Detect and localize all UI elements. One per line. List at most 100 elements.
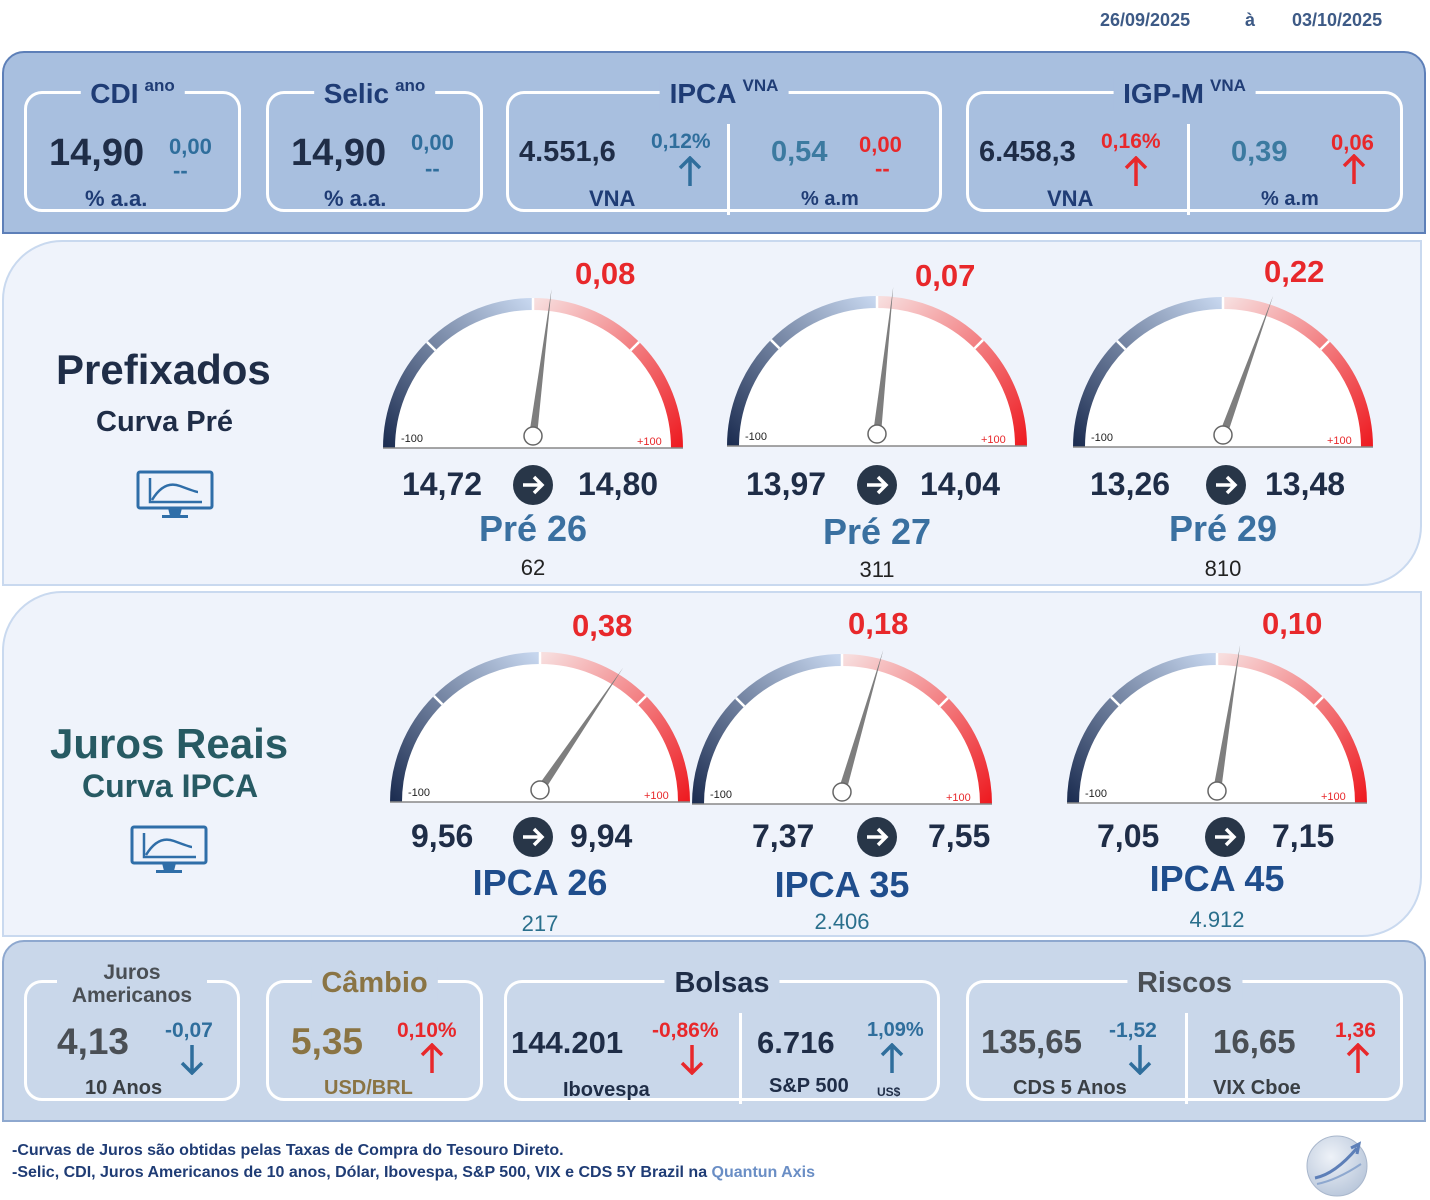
logo-icon bbox=[1306, 1135, 1368, 1197]
gauge-dial: -100 +100 bbox=[692, 649, 992, 805]
bond-name: IPCA 26 bbox=[472, 862, 608, 903]
svg-text:+100: +100 bbox=[637, 436, 662, 448]
ibovespa-value: 144.201 bbox=[511, 1025, 624, 1060]
cdi-title: CDI ano bbox=[80, 76, 185, 110]
sp500-label: S&P 500 bbox=[769, 1075, 849, 1097]
svg-text:-100: -100 bbox=[408, 787, 430, 799]
igpm-title: IGP-M VNA bbox=[1113, 76, 1256, 110]
ipca-vna-label: VNA bbox=[589, 186, 636, 211]
arrow-right-icon bbox=[857, 817, 897, 857]
selic-delta-sub: -- bbox=[425, 156, 440, 181]
ipca-month-label: % a.m bbox=[801, 188, 859, 210]
sp500-delta: 1,09% bbox=[867, 1019, 924, 1041]
selic-unit: % a.a. bbox=[324, 186, 387, 211]
arrow-up-icon bbox=[1346, 1043, 1370, 1073]
gauge-dial: -100 +100 bbox=[727, 286, 1027, 447]
bond-name: Pré 26 bbox=[478, 508, 588, 549]
rate-from: 7,37 bbox=[752, 818, 815, 854]
gauge-change: 0,38 bbox=[572, 608, 633, 643]
igpm-month-value: 0,39 bbox=[1231, 136, 1288, 168]
svg-text:+100: +100 bbox=[644, 790, 669, 802]
bond-count: 810 bbox=[1204, 556, 1242, 581]
date-start: 26/09/2025 bbox=[1100, 10, 1191, 30]
svg-text:-100: -100 bbox=[1085, 788, 1107, 800]
bottom-indicators-band: Juros Americanos 4,13 -0,07 10 Anos Câmb… bbox=[2, 940, 1426, 1122]
cdi-unit: % a.a. bbox=[85, 186, 148, 211]
ipca-divider bbox=[727, 124, 730, 215]
footer-note-2: -Selic, CDI, Juros Americanos de 10 anos… bbox=[12, 1164, 815, 1181]
us-rates-box: Juros Americanos 4,13 -0,07 10 Anos bbox=[24, 961, 240, 1101]
vix-delta: 1,36 bbox=[1335, 1019, 1376, 1042]
ipca-month-value: 0,54 bbox=[771, 136, 828, 168]
chart-monitor-icon[interactable] bbox=[136, 470, 214, 520]
prefixados-title: Prefixados bbox=[56, 346, 271, 393]
date-end: 03/10/2025 bbox=[1292, 10, 1383, 30]
rate-to: 9,94 bbox=[570, 818, 633, 854]
sp500-currency: US$ bbox=[877, 1085, 901, 1099]
bond-count: 4.912 bbox=[1189, 907, 1245, 932]
svg-text:+100: +100 bbox=[1321, 791, 1346, 803]
rate-to: 7,55 bbox=[928, 818, 991, 854]
footer-note-1: -Curvas de Juros são obtidas pelas Taxas… bbox=[12, 1142, 564, 1159]
us-rates-delta: -0,07 bbox=[165, 1019, 213, 1042]
arrow-right-icon bbox=[513, 465, 553, 505]
rate-from: 9,56 bbox=[411, 818, 474, 854]
bond-name: Pré 29 bbox=[1168, 508, 1278, 549]
rate-from: 14,72 bbox=[402, 466, 483, 502]
bond-count: 217 bbox=[521, 911, 559, 936]
cds-delta: -1,52 bbox=[1109, 1019, 1157, 1042]
igpm-month-label: % a.m bbox=[1261, 188, 1319, 210]
ipca-month-delta: 0,00 bbox=[859, 132, 902, 157]
rate-from: 13,97 bbox=[746, 466, 827, 502]
arrow-right-icon bbox=[513, 817, 553, 857]
igpm-box: IGP-M VNA 6.458,3 0,16% VNA 0,39 0,06 % a… bbox=[966, 76, 1403, 215]
rate-to: 7,15 bbox=[1272, 818, 1335, 854]
cdi-delta: 0,00 bbox=[169, 134, 212, 159]
igpm-vna-label: VNA bbox=[1047, 186, 1094, 211]
cambio-title: Câmbio bbox=[311, 967, 438, 1000]
ibovespa-delta: -0,86% bbox=[652, 1019, 719, 1042]
ibovespa-label: Ibovespa bbox=[563, 1079, 650, 1101]
selic-delta: 0,00 bbox=[411, 130, 454, 155]
gauge-change: 0,10 bbox=[1262, 606, 1323, 641]
bond-name: Pré 27 bbox=[822, 511, 932, 552]
cds-value: 135,65 bbox=[981, 1023, 1082, 1060]
gauge-dial: -100 +100 bbox=[1073, 295, 1373, 448]
quantun-axis-link[interactable]: Quantun Axis bbox=[711, 1164, 815, 1181]
arrow-up-icon bbox=[1124, 156, 1148, 186]
arrow-down-icon bbox=[180, 1045, 204, 1075]
bond-name: IPCA 45 bbox=[1149, 858, 1285, 899]
svg-text:-100: -100 bbox=[1091, 432, 1113, 444]
svg-text:-100: -100 bbox=[401, 433, 423, 445]
svg-text:+100: +100 bbox=[1327, 435, 1352, 447]
ipca-month-sub: -- bbox=[875, 156, 890, 181]
prefixados-subtitle: Curva Pré bbox=[96, 406, 234, 438]
us-rates-title: Juros Americanos bbox=[57, 961, 207, 1007]
arrow-right-icon bbox=[1206, 465, 1246, 505]
bond-name: IPCA 35 bbox=[774, 864, 910, 905]
cdi-value: 14,90 bbox=[49, 132, 145, 174]
bond-count: 2.406 bbox=[814, 909, 870, 934]
chart-monitor-icon[interactable] bbox=[130, 825, 208, 875]
igpm-month-delta: 0,06 bbox=[1331, 130, 1374, 155]
rate-to: 14,04 bbox=[920, 466, 1001, 502]
gauge-change: 0,07 bbox=[915, 258, 976, 293]
ipca-vna-delta: 0,12% bbox=[651, 130, 711, 153]
vix-value: 16,65 bbox=[1213, 1023, 1296, 1060]
cambio-delta: 0,10% bbox=[397, 1019, 457, 1042]
riscos-box: Riscos 135,65 -1,52 CDS 5 Anos 16,65 1,3… bbox=[966, 967, 1403, 1104]
igpm-vna-delta: 0,16% bbox=[1101, 130, 1161, 153]
cambio-value: 5,35 bbox=[291, 1021, 364, 1062]
bond-count: 311 bbox=[859, 557, 895, 582]
arrow-up-icon bbox=[420, 1043, 444, 1073]
rate-to: 13,48 bbox=[1265, 466, 1346, 502]
us-rates-value: 4,13 bbox=[57, 1021, 130, 1062]
cdi-delta-sub: -- bbox=[173, 158, 188, 183]
svg-text:-100: -100 bbox=[710, 789, 732, 801]
gauge-dial: -100 +100 bbox=[390, 652, 690, 803]
rate-to: 14,80 bbox=[578, 466, 659, 502]
us-rates-unit: 10 Anos bbox=[85, 1077, 163, 1099]
bolsas-title: Bolsas bbox=[664, 967, 780, 1000]
rate-from: 7,05 bbox=[1097, 818, 1160, 854]
svg-text:+100: +100 bbox=[946, 792, 971, 804]
